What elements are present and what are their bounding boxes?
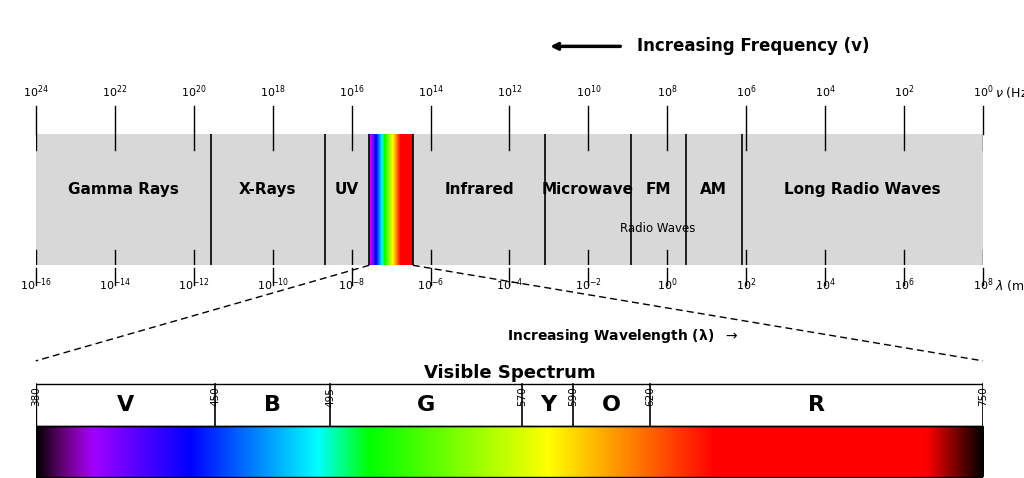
Text: 570: 570 [517, 387, 527, 406]
Text: $10^{-14}$: $10^{-14}$ [98, 277, 131, 293]
Text: $10^{-4}$: $10^{-4}$ [496, 277, 523, 293]
Text: Radio Waves: Radio Waves [621, 222, 696, 235]
Text: FM: FM [645, 182, 671, 196]
Text: R: R [808, 395, 825, 415]
Text: 450: 450 [210, 387, 220, 406]
Text: UV: UV [335, 182, 359, 196]
Text: Infrared: Infrared [444, 182, 514, 196]
Text: Increasing Frequency (v): Increasing Frequency (v) [637, 37, 869, 55]
Text: $10^{12}$: $10^{12}$ [497, 83, 522, 100]
Text: $10^{2}$: $10^{2}$ [736, 277, 757, 293]
Text: $10^{24}$: $10^{24}$ [23, 83, 49, 100]
Text: $10^{-6}$: $10^{-6}$ [417, 277, 444, 293]
Text: $10^{0}$: $10^{0}$ [657, 277, 678, 293]
Text: $10^{-10}$: $10^{-10}$ [257, 277, 289, 293]
Text: $10^{-8}$: $10^{-8}$ [338, 277, 366, 293]
Text: Y: Y [540, 395, 556, 415]
Text: 590: 590 [568, 387, 579, 406]
Text: Visible Spectrum: Visible Spectrum [424, 364, 595, 382]
Text: $\nu$ (Hz): $\nu$ (Hz) [995, 85, 1024, 100]
Text: $10^{8}$: $10^{8}$ [657, 83, 678, 100]
Text: G: G [417, 395, 435, 415]
Text: $10^{4}$: $10^{4}$ [815, 277, 836, 293]
Text: 750: 750 [978, 387, 988, 406]
Text: $10^{20}$: $10^{20}$ [181, 83, 207, 100]
Text: $10^{22}$: $10^{22}$ [102, 83, 127, 100]
Text: $10^{2}$: $10^{2}$ [894, 83, 914, 100]
Text: $10^{-12}$: $10^{-12}$ [178, 277, 210, 293]
Text: $10^{4}$: $10^{4}$ [815, 83, 836, 100]
Text: $10^{10}$: $10^{10}$ [575, 83, 601, 100]
Text: AM: AM [700, 182, 727, 196]
Text: $10^{14}$: $10^{14}$ [418, 83, 443, 100]
Bar [36, 384, 983, 426]
Text: O: O [602, 395, 622, 415]
Bar [36, 426, 983, 477]
Text: $10^{16}$: $10^{16}$ [339, 83, 365, 100]
Text: Gamma Rays: Gamma Rays [68, 182, 179, 196]
Text: $10^{-2}$: $10^{-2}$ [574, 277, 602, 293]
Text: $10^{0}$: $10^{0}$ [973, 83, 993, 100]
Text: Microwave: Microwave [542, 182, 634, 196]
Text: $10^{6}$: $10^{6}$ [894, 277, 914, 293]
Text: $\lambda$ (m): $\lambda$ (m) [995, 278, 1024, 293]
Text: Long Radio Waves: Long Radio Waves [784, 182, 941, 196]
Text: 380: 380 [31, 387, 41, 406]
Text: $10^{8}$: $10^{8}$ [973, 277, 993, 293]
Text: 495: 495 [326, 387, 335, 406]
Text: Increasing Wavelength (λ)  $\rightarrow$: Increasing Wavelength (λ) $\rightarrow$ [507, 327, 739, 345]
Text: $10^{-16}$: $10^{-16}$ [19, 277, 52, 293]
Text: $10^{18}$: $10^{18}$ [260, 83, 286, 100]
Text: X-Rays: X-Rays [240, 182, 297, 196]
Text: V: V [117, 395, 134, 415]
Text: B: B [264, 395, 282, 415]
Text: 620: 620 [645, 387, 655, 406]
Text: $10^{6}$: $10^{6}$ [736, 83, 757, 100]
